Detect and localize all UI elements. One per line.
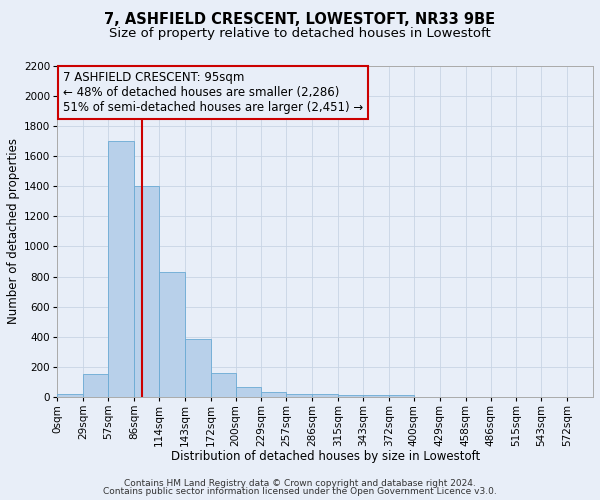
Text: Size of property relative to detached houses in Lowestoft: Size of property relative to detached ho…: [109, 28, 491, 40]
Bar: [108, 141, 134, 397]
Text: Contains public sector information licensed under the Open Government Licence v3: Contains public sector information licen…: [103, 487, 497, 496]
Bar: [185, 339, 211, 397]
Bar: [363, 394, 389, 397]
Bar: [58, 394, 83, 397]
Bar: [211, 373, 236, 397]
Text: Contains HM Land Registry data © Crown copyright and database right 2024.: Contains HM Land Registry data © Crown c…: [124, 478, 476, 488]
Bar: [262, 392, 286, 397]
Text: 7 ASHFIELD CRESCENT: 95sqm
← 48% of detached houses are smaller (2,286)
51% of s: 7 ASHFIELD CRESCENT: 95sqm ← 48% of deta…: [62, 71, 363, 114]
Bar: [389, 394, 414, 397]
Bar: [83, 374, 108, 397]
Bar: [236, 387, 262, 397]
Bar: [286, 394, 312, 397]
Bar: [312, 394, 338, 397]
Bar: [134, 186, 159, 397]
Bar: [159, 272, 185, 397]
Text: 7, ASHFIELD CRESCENT, LOWESTOFT, NR33 9BE: 7, ASHFIELD CRESCENT, LOWESTOFT, NR33 9B…: [104, 12, 496, 28]
Y-axis label: Number of detached properties: Number of detached properties: [7, 138, 20, 324]
Bar: [338, 394, 363, 397]
X-axis label: Distribution of detached houses by size in Lowestoft: Distribution of detached houses by size …: [170, 450, 480, 463]
